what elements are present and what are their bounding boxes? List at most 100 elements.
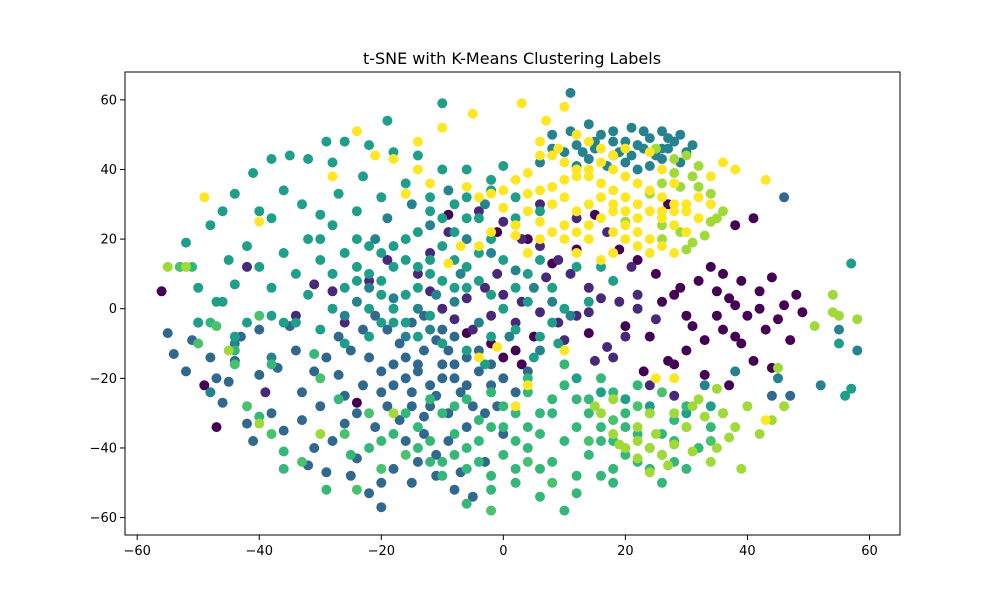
scatter-point bbox=[498, 255, 509, 265]
scatter-point bbox=[589, 401, 600, 412]
scatter-point bbox=[730, 331, 741, 342]
scatter-point bbox=[473, 206, 484, 217]
scatter-point bbox=[486, 484, 497, 495]
scatter-point bbox=[620, 408, 631, 419]
scatter-point bbox=[339, 282, 350, 293]
scatter-point bbox=[705, 422, 716, 433]
scatter-point bbox=[657, 164, 667, 175]
scatter-point bbox=[473, 415, 484, 426]
scatter-point bbox=[834, 324, 844, 335]
scatter-point bbox=[834, 338, 844, 349]
scatter-point bbox=[473, 345, 484, 356]
scatter-point bbox=[406, 401, 417, 412]
scatter-point bbox=[376, 317, 387, 328]
scatter-point bbox=[669, 439, 680, 450]
scatter-point bbox=[437, 408, 448, 419]
scatter-point bbox=[303, 154, 314, 164]
scatter-point bbox=[449, 401, 460, 412]
scatter-point bbox=[327, 268, 338, 279]
x-tick-label: −40 bbox=[246, 544, 273, 559]
scatter-point bbox=[351, 275, 362, 286]
scatter-point bbox=[608, 199, 619, 210]
scatter-point bbox=[773, 373, 783, 384]
scatter-point bbox=[608, 136, 619, 147]
scatter-point bbox=[486, 470, 497, 481]
scatter-point bbox=[315, 429, 326, 439]
scatter-point bbox=[852, 314, 863, 325]
scatter-point bbox=[559, 234, 570, 245]
scatter-point bbox=[596, 157, 606, 168]
scatter-point bbox=[535, 331, 545, 342]
scatter-point bbox=[400, 331, 411, 342]
scatter-point bbox=[486, 188, 497, 199]
scatter-point bbox=[657, 126, 667, 137]
scatter-point bbox=[437, 303, 448, 314]
scatter-point bbox=[242, 418, 252, 429]
scatter-point bbox=[742, 310, 753, 321]
scatter-point bbox=[687, 171, 698, 182]
scatter-point bbox=[333, 394, 344, 405]
scatter-point bbox=[614, 439, 625, 450]
scatter-point bbox=[620, 394, 631, 405]
scatter-point bbox=[669, 373, 680, 384]
scatter-point bbox=[535, 216, 545, 227]
scatter-point bbox=[675, 282, 686, 293]
scatter-point bbox=[254, 411, 265, 422]
scatter-point bbox=[632, 453, 643, 464]
scatter-point bbox=[840, 390, 851, 401]
scatter-point bbox=[669, 178, 680, 189]
scatter-point bbox=[718, 324, 728, 335]
scatter-point bbox=[486, 380, 497, 391]
scatter-point bbox=[437, 241, 448, 252]
scatter-point bbox=[498, 216, 509, 227]
scatter-point bbox=[388, 408, 399, 419]
scatter-point bbox=[644, 408, 655, 419]
scatter-point bbox=[547, 129, 558, 140]
scatter-point bbox=[687, 401, 698, 412]
scatter-point bbox=[351, 206, 362, 217]
scatter-point bbox=[242, 317, 252, 328]
scatter-point bbox=[596, 129, 606, 140]
scatter-point bbox=[657, 296, 667, 307]
scatter-point bbox=[437, 122, 448, 133]
scatter-point bbox=[632, 401, 643, 412]
scatter-point bbox=[431, 449, 442, 460]
scatter-point bbox=[376, 366, 387, 377]
scatter-point bbox=[638, 126, 649, 137]
scatter-point bbox=[461, 422, 472, 433]
scatter-point bbox=[498, 429, 509, 439]
scatter-point bbox=[699, 335, 710, 346]
scatter-point bbox=[425, 401, 436, 412]
scatter-point bbox=[681, 463, 692, 474]
scatter-point bbox=[510, 265, 521, 276]
scatter-point bbox=[400, 234, 411, 245]
scatter-point bbox=[827, 289, 838, 300]
scatter-point bbox=[596, 178, 606, 189]
scatter-point bbox=[412, 268, 423, 279]
scatter-point bbox=[547, 181, 558, 192]
y-tick-label: −40 bbox=[90, 441, 117, 456]
scatter-point bbox=[229, 338, 240, 349]
scatter-point bbox=[565, 268, 576, 279]
scatter-point bbox=[498, 161, 509, 171]
scatter-point bbox=[754, 303, 765, 314]
scatter-point bbox=[486, 387, 497, 398]
scatter-point bbox=[553, 143, 564, 154]
scatter-point bbox=[760, 324, 771, 335]
scatter-point bbox=[571, 206, 582, 217]
scatter-point bbox=[711, 383, 722, 394]
scatter-point bbox=[480, 282, 490, 293]
scatter-point bbox=[608, 227, 619, 238]
scatter-point bbox=[480, 408, 490, 419]
scatter-point bbox=[473, 366, 484, 377]
scatter-point bbox=[632, 422, 643, 433]
scatter-point bbox=[626, 261, 637, 272]
scatter-point bbox=[339, 317, 350, 328]
scatter-point bbox=[473, 352, 484, 363]
scatter-point bbox=[510, 230, 521, 241]
scatter-point bbox=[711, 286, 722, 297]
scatter-point bbox=[315, 209, 326, 220]
scatter-point bbox=[455, 241, 466, 252]
scatter-point bbox=[693, 181, 704, 192]
scatter-point bbox=[278, 446, 289, 457]
